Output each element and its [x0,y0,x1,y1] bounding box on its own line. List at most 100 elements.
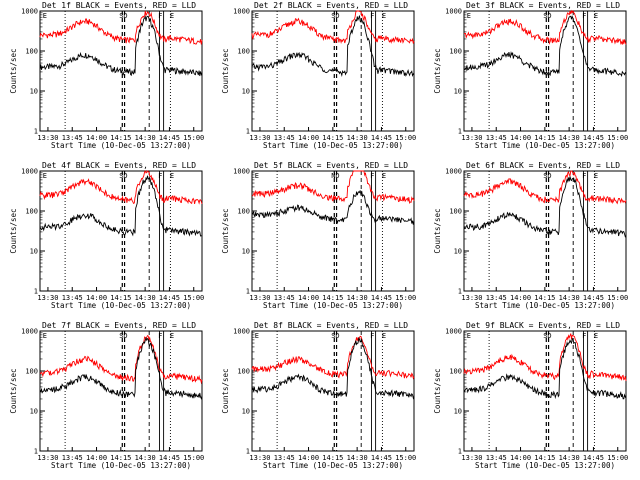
marker-label: ND [331,172,339,180]
panel-det-3f: Det 3f BLACK = Events, RED = LLD 1 10 100 10… [433,1,628,150]
y-tick-label: 100 [449,368,462,376]
y-tick-label: 1000 [233,328,250,336]
x-tick-label: 14:00 [86,294,107,302]
x-tick-label: 14:45 [583,134,604,142]
x-tick-label: 15:00 [183,454,204,462]
x-tick-label: 14:30 [347,454,368,462]
y-axis-label: Counts/sec [9,368,18,413]
y-tick-label: 10 [242,408,250,416]
panel-title: Det 7f BLACK = Events, RED = LLD [42,321,196,330]
x-tick-label: 15:00 [183,294,204,302]
marker-label: F [158,332,162,340]
marker-label: F [582,12,586,20]
y-tick-label: 1 [34,448,38,456]
x-tick-label: 13:30 [461,134,482,142]
x-axis-label: Start Time (10-Dec-05 13:27:00) [475,461,615,470]
x-tick-label: 13:30 [249,454,270,462]
y-tick-label: 10 [30,248,38,256]
y-tick-label: 100 [237,368,250,376]
marker-label: E [594,172,598,180]
x-tick-label: 14:30 [135,294,156,302]
marker-label: F [582,332,586,340]
x-tick-label: 13:30 [249,294,270,302]
x-tick-label: 13:45 [62,454,83,462]
y-tick-label: 100 [25,208,38,216]
x-tick-label: 14:15 [534,454,555,462]
plot-frame [463,330,627,452]
series-line-events [251,15,415,77]
y-tick-label: 100 [449,48,462,56]
series-line-lld [463,170,627,205]
x-axis-label: Start Time (10-Dec-05 13:27:00) [263,141,403,150]
x-tick-label: 13:45 [486,454,507,462]
x-tick-label: 15:00 [607,294,628,302]
panel-det-6f: Det 6f BLACK = Events, RED = LLD 1 10 100 10… [433,161,628,310]
marker-label: F [582,172,586,180]
panel-title: Det 5f BLACK = Events, RED = LLD [254,161,408,170]
plot-frame [463,170,627,292]
x-tick-label: 14:45 [583,454,604,462]
marker-label: E [170,12,174,20]
panel-title: Det 2f BLACK = Events, RED = LLD [254,1,408,10]
x-axis-label: Start Time (10-Dec-05 13:27:00) [51,301,191,310]
x-tick-label: 14:00 [510,294,531,302]
y-tick-label: 1000 [21,328,38,336]
x-tick-label: 14:45 [159,134,180,142]
marker-label: E [170,172,174,180]
marker-label: SD [119,332,127,340]
y-tick-label: 1 [246,288,250,296]
marker-label: E [594,332,598,340]
y-tick-label: 10 [242,88,250,96]
y-tick-label: 10 [454,408,462,416]
x-tick-label: 13:30 [461,294,482,302]
x-tick-label: 15:00 [395,454,416,462]
y-tick-label: 1000 [445,328,462,336]
x-tick-label: 13:30 [37,294,58,302]
x-axis-label: Start Time (10-Dec-05 13:27:00) [475,141,615,150]
plot-frame [251,330,415,452]
x-tick-label: 13:45 [62,294,83,302]
marker-label: E [594,12,598,20]
y-tick-label: 1 [246,448,250,456]
series-line-events [39,336,203,400]
marker-label: F [370,332,374,340]
marker-label: SD [119,12,127,20]
x-tick-label: 14:45 [371,294,392,302]
x-tick-label: 14:00 [298,134,319,142]
x-tick-label: 14:45 [371,454,392,462]
y-tick-label: 10 [30,408,38,416]
marker-label: E [170,332,174,340]
y-tick-label: 1 [458,448,462,456]
marker-label: SD [543,172,551,180]
series-line-lld [252,170,415,205]
series-line-lld [463,333,627,382]
x-tick-label: 13:45 [486,294,507,302]
marker-label: E [43,332,47,340]
y-tick-label: 10 [454,88,462,96]
x-tick-label: 14:30 [559,454,580,462]
y-tick-label: 1000 [445,8,462,16]
panel-det-5f: Det 5f BLACK = Events, RED = LLD 1 10 100 10… [221,161,416,310]
marker-label: E [43,12,47,20]
series-line-events [463,15,627,78]
x-tick-label: 13:30 [37,134,58,142]
x-tick-label: 14:15 [322,294,343,302]
series-line-lld [39,334,203,385]
panel-title: Det 6f BLACK = Events, RED = LLD [466,161,620,170]
x-tick-label: 14:00 [298,454,319,462]
y-tick-label: 100 [25,368,38,376]
x-tick-label: 14:00 [86,454,107,462]
x-tick-label: 13:45 [274,134,295,142]
marker-label: E [467,12,471,20]
marker-label: E [255,332,259,340]
x-tick-label: 15:00 [395,134,416,142]
x-tick-label: 15:00 [395,294,416,302]
x-tick-label: 14:30 [347,134,368,142]
panel-title: Det 8f BLACK = Events, RED = LLD [254,321,408,330]
x-tick-label: 14:30 [135,454,156,462]
y-tick-label: 10 [30,88,38,96]
panel-det-9f: Det 9f BLACK = Events, RED = LLD 1 10 100 10… [433,321,628,470]
x-tick-label: 15:00 [183,134,204,142]
marker-label: SD [331,12,339,20]
